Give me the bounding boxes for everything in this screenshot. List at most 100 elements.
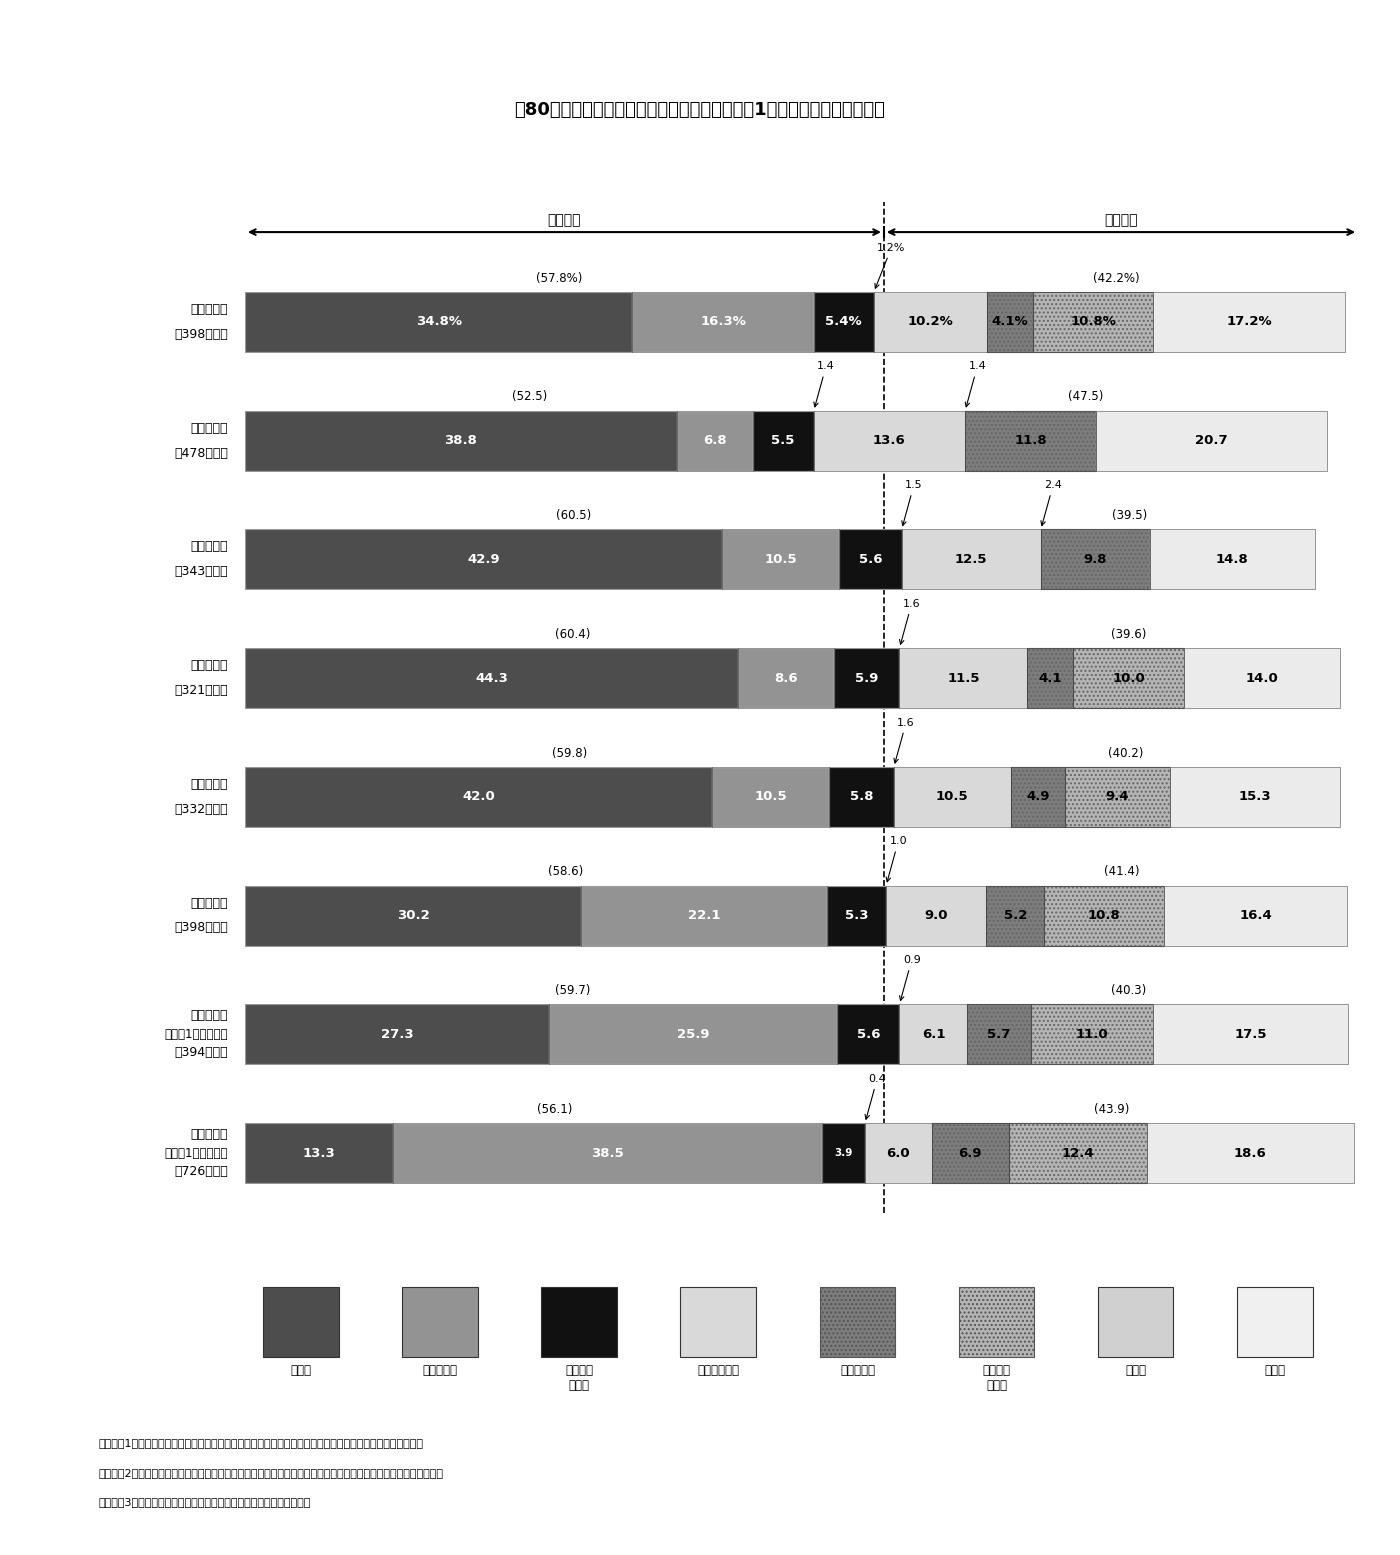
Bar	[829, 767, 893, 827]
Bar	[1147, 1123, 1354, 1183]
Text: 地方債: 地方債	[1126, 1364, 1147, 1376]
Text: 小　都　市: 小 都 市	[190, 897, 228, 910]
Text: 2　「国庫支出金」には、国有提供施設等所在市町村助成交付金を含み、交通安全対策特別交付金を除く。: 2 「国庫支出金」には、国有提供施設等所在市町村助成交付金を含み、交通安全対策特…	[98, 1468, 442, 1477]
Text: 10.5: 10.5	[937, 790, 969, 804]
Bar	[840, 529, 902, 589]
Text: 1.6: 1.6	[895, 718, 914, 764]
Text: 地方交付税: 地方交付税	[423, 1364, 458, 1376]
Bar	[1165, 886, 1347, 945]
Bar	[245, 767, 713, 827]
Text: 4.1%: 4.1%	[991, 316, 1029, 328]
Bar	[753, 411, 813, 471]
Bar	[245, 529, 722, 589]
Bar	[899, 648, 1028, 708]
Text: 42.0: 42.0	[462, 790, 496, 804]
Text: 1.5: 1.5	[902, 480, 923, 526]
Bar	[722, 529, 840, 589]
Text: 市町村合計: 市町村合計	[190, 303, 228, 316]
Text: 0.9: 0.9	[900, 955, 921, 1000]
Bar	[393, 1123, 822, 1183]
Text: 30.2: 30.2	[396, 910, 430, 922]
Text: 〔人口1万人以上〕: 〔人口1万人以上〕	[165, 1028, 228, 1040]
Bar	[886, 886, 986, 945]
Bar	[837, 1005, 899, 1064]
Bar	[1044, 886, 1165, 945]
Text: 1.2%: 1.2%	[875, 243, 906, 288]
Bar	[1149, 529, 1315, 589]
Bar	[1044, 886, 1165, 945]
Text: 8.6: 8.6	[774, 672, 798, 684]
Bar	[245, 411, 676, 471]
Text: 34.8%: 34.8%	[416, 316, 462, 328]
Bar	[245, 292, 633, 351]
Text: (56.1): (56.1)	[538, 1102, 573, 1116]
Text: 3.9: 3.9	[834, 1148, 853, 1158]
Bar	[738, 648, 834, 708]
Text: 42.9: 42.9	[468, 554, 500, 566]
Bar	[865, 1123, 932, 1183]
Text: 国庫支出金: 国庫支出金	[840, 1364, 875, 1376]
Bar	[822, 1123, 865, 1183]
Text: 12.4: 12.4	[1061, 1146, 1093, 1160]
Text: (42.2%): (42.2%)	[1092, 272, 1140, 285]
Text: 【398千円】: 【398千円】	[175, 328, 228, 341]
Text: 大　都　市: 大 都 市	[190, 421, 228, 435]
Bar	[827, 886, 886, 945]
Bar	[245, 1123, 393, 1183]
Bar	[1165, 886, 1347, 945]
Text: 27.3: 27.3	[381, 1028, 413, 1040]
Bar	[965, 411, 1096, 471]
Text: 11.0: 11.0	[1075, 1028, 1109, 1040]
Text: 10.5: 10.5	[755, 790, 787, 804]
Text: 5.3: 5.3	[844, 910, 868, 922]
Text: 5.9: 5.9	[855, 672, 878, 684]
Bar	[245, 886, 581, 945]
Text: 特　例　市: 特 例 市	[190, 659, 228, 672]
Bar	[1170, 767, 1340, 827]
Bar	[987, 292, 1033, 351]
Bar	[1040, 529, 1149, 589]
Bar	[822, 1123, 865, 1183]
Text: 町　　　村: 町 村	[190, 1009, 228, 1022]
Bar	[713, 767, 829, 827]
Bar	[1154, 292, 1344, 351]
Text: 12.5: 12.5	[955, 554, 987, 566]
Text: 25.9: 25.9	[676, 1028, 710, 1040]
Text: 10.0: 10.0	[1113, 672, 1145, 684]
Bar	[1028, 648, 1072, 708]
Bar	[986, 886, 1044, 945]
Bar	[245, 767, 713, 827]
Text: 22.1: 22.1	[687, 910, 721, 922]
Bar	[1028, 648, 1072, 708]
Bar	[1096, 411, 1327, 471]
Bar	[1184, 648, 1340, 708]
Bar	[245, 648, 738, 708]
Text: (60.4): (60.4)	[554, 628, 589, 641]
Text: 14.0: 14.0	[1246, 672, 1278, 684]
Bar	[893, 767, 1011, 827]
Bar	[245, 292, 633, 351]
Bar	[1184, 648, 1340, 708]
Bar	[1154, 1005, 1348, 1064]
Bar	[1008, 1123, 1147, 1183]
Text: その他: その他	[1264, 1364, 1285, 1376]
Bar	[829, 767, 893, 827]
Bar	[986, 886, 1044, 945]
Bar	[245, 411, 676, 471]
Bar	[1033, 292, 1154, 351]
Text: 5.7: 5.7	[987, 1028, 1011, 1040]
Bar	[549, 1005, 837, 1064]
Bar	[965, 411, 1096, 471]
Text: 9.0: 9.0	[924, 910, 948, 922]
Text: 9.4: 9.4	[1106, 790, 1130, 804]
Text: 16.3%: 16.3%	[700, 316, 746, 328]
Bar	[834, 648, 899, 708]
Text: (60.5): (60.5)	[556, 508, 591, 522]
Text: 地方税: 地方税	[290, 1364, 311, 1376]
Text: 【398千円】: 【398千円】	[175, 922, 228, 935]
Text: 一般財源: 一般財源	[547, 213, 581, 227]
Bar	[886, 886, 986, 945]
Text: 6.9: 6.9	[959, 1146, 981, 1160]
Text: 【478千円】: 【478千円】	[175, 446, 228, 460]
Bar	[874, 292, 987, 351]
